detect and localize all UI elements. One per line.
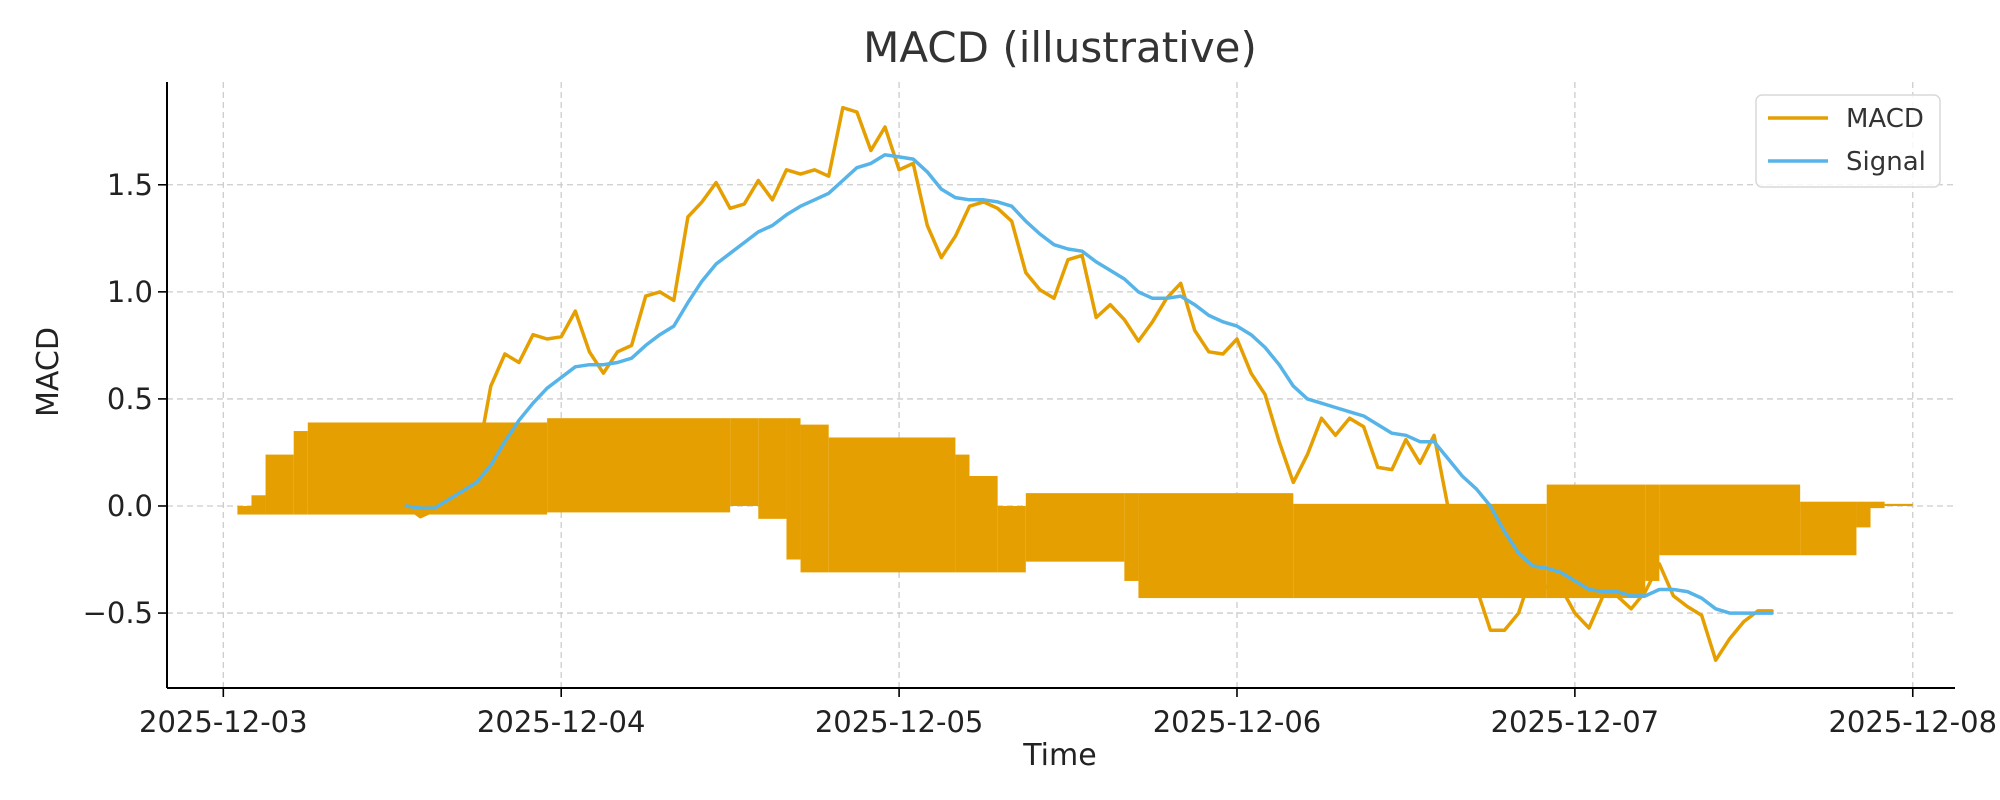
- histogram-bar-16: [1138, 493, 1294, 599]
- y-tick-label-1: 0.0: [107, 489, 153, 523]
- histogram-bar-20: [1659, 484, 1801, 556]
- x-axis-label: Time: [1022, 738, 1096, 773]
- signal-line: [404, 153, 1774, 615]
- chart-title: MACD (illustrative): [863, 23, 1257, 72]
- y-tick-label-3: 1.0: [107, 275, 153, 309]
- x-tick-label-5: 2025-12-08: [1828, 705, 1997, 739]
- histogram-bar-5: [547, 418, 731, 513]
- histogram-bar-3: [293, 431, 308, 515]
- y-tick-label-2: 0.5: [107, 382, 153, 416]
- histogram-bar-24: [1884, 503, 1913, 506]
- y-tick-label-4: 1.5: [107, 168, 153, 202]
- histogram-bar-18: [1546, 484, 1646, 599]
- histogram-bar-10: [828, 437, 956, 573]
- x-tick-label-4: 2025-12-07: [1491, 705, 1660, 739]
- y-tick-labels: −0.5 0.0 0.5 1.0 1.5: [83, 168, 153, 630]
- histogram-bars: [237, 418, 1913, 599]
- histogram-bar-4: [307, 422, 548, 515]
- histogram-bar-9: [800, 424, 829, 573]
- histogram-bar-1: [251, 495, 266, 515]
- series-lines: [404, 105, 1774, 662]
- x-tick-label-3: 2025-12-06: [1153, 705, 1322, 739]
- histogram-bar-13: [997, 505, 1026, 573]
- y-axis-label: MACD: [31, 327, 66, 417]
- histogram-bar-0: [237, 505, 252, 515]
- histogram-bar-22: [1856, 501, 1871, 528]
- x-tick-labels: 2025-12-03 2025-12-04 2025-12-05 2025-12-06…: [139, 705, 1997, 739]
- histogram-bar-15: [1124, 493, 1139, 581]
- histogram-bar-2: [265, 454, 294, 515]
- x-tick-label-2: 2025-12-05: [815, 705, 984, 739]
- histogram-bar-11: [955, 454, 970, 573]
- legend-label-signal: Signal: [1846, 147, 1926, 177]
- histogram-bar-14: [1025, 493, 1125, 562]
- histogram-bar-6: [730, 418, 759, 506]
- histogram-bar-12: [969, 476, 998, 573]
- axes: [158, 82, 1955, 697]
- legend-label-macd: MACD: [1846, 104, 1924, 134]
- histogram-bar-19: [1645, 484, 1660, 581]
- histogram-bar-17: [1293, 503, 1547, 599]
- histogram-bar-21: [1800, 501, 1857, 556]
- histogram-bar-8: [786, 418, 801, 560]
- legend: MACD Signal: [1755, 94, 1941, 188]
- histogram-bar-23: [1870, 501, 1885, 509]
- y-tick-label-0: −0.5: [83, 596, 153, 630]
- macd-line: [404, 105, 1774, 662]
- histogram-bar-7: [758, 418, 787, 519]
- x-tick-label-1: 2025-12-04: [477, 705, 646, 739]
- grid-lines: [167, 82, 1955, 688]
- x-tick-label-0: 2025-12-03: [139, 705, 308, 739]
